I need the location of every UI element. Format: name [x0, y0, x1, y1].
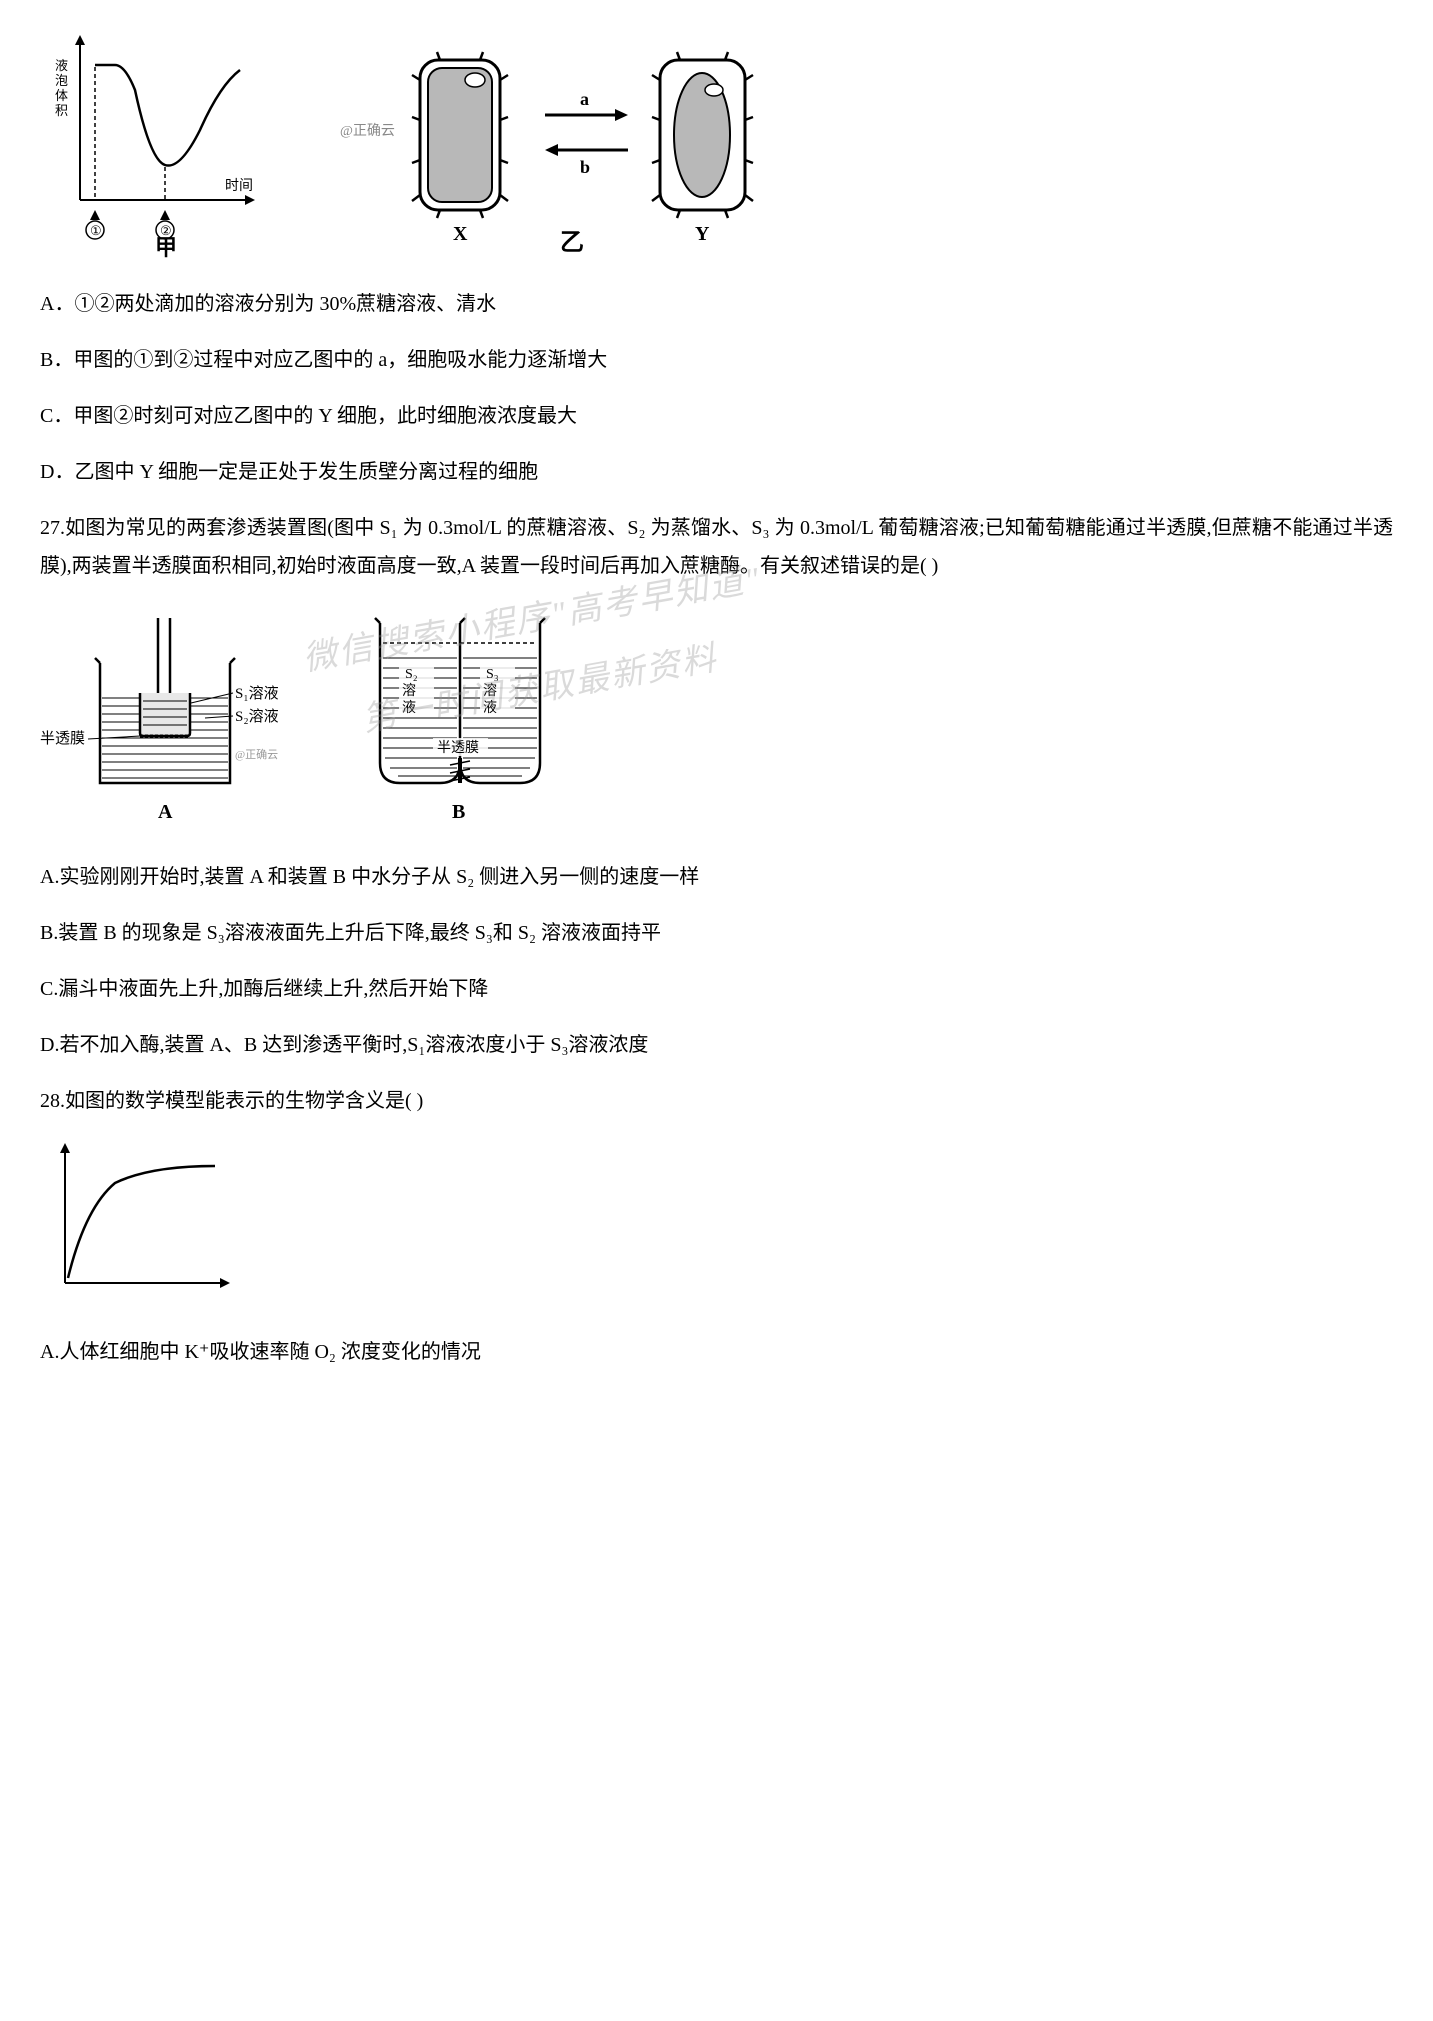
s2-char1: S₂ — [405, 667, 418, 682]
label-membrane-b: 半透膜 — [437, 740, 479, 756]
caption-yi: 乙 — [560, 230, 584, 256]
ylabel-char4: 积 — [55, 103, 68, 118]
q26-option-c: C．甲图②时刻可对应乙图中的 Y 细胞，此时细胞液浓度最大 — [40, 397, 1393, 435]
device-b-container: S₂ 溶 液 S₃ 溶 液 半透膜 B — [340, 603, 570, 833]
q26-option-b: B．甲图的①到②过程中对应乙图中的 a，细胞吸水能力逐渐增大 — [40, 341, 1393, 379]
s3-char1: S₃ — [486, 667, 499, 682]
q26-option-d: D．乙图中 Y 细胞一定是正处于发生质壁分离过程的细胞 — [40, 453, 1393, 491]
q27-option-d: D.若不加入酶,装置 A、B 达到渗透平衡时,S₁溶液浓度小于 S₃溶液浓度 — [40, 1026, 1393, 1064]
device-b-svg: S₂ 溶 液 S₃ 溶 液 半透膜 B — [340, 603, 570, 833]
wm-small: @正确云 — [235, 748, 278, 761]
label-y: Y — [695, 223, 710, 245]
cells-diagram: @正确云 X a b — [310, 30, 790, 260]
q26-option-a: A．①②两处滴加的溶液分别为 30%蔗糖溶液、清水 — [40, 285, 1393, 323]
caption-jia: 甲 — [155, 235, 177, 260]
q27-option-b: B.装置 B 的现象是 S₃溶液液面先上升后下降,最终 S₃和 S₂ 溶液液面持… — [40, 914, 1393, 952]
figure-row-q27: 微信搜索小程序"高考早知道" 第一时间获取最新资料 — [40, 603, 1393, 833]
curve-line — [95, 65, 240, 166]
label-s1: S₁溶液 — [235, 685, 279, 702]
graph-jia-container: 液 泡 体 积 时间 ① ② 甲 — [40, 30, 270, 260]
saturation-curve — [40, 1138, 240, 1308]
q28-option-a: A.人体红细胞中 K⁺吸收速率随 O₂ 浓度变化的情况 — [40, 1333, 1393, 1371]
device-a-container: S₁溶液 S₂溶液 半透膜 @正确云 A — [40, 603, 310, 833]
s2-char3: 液 — [402, 700, 416, 716]
label-s2: S₂溶液 — [235, 708, 279, 725]
ylabel-char3: 体 — [55, 88, 68, 103]
s3-char2: 溶 — [483, 683, 497, 699]
cells-container: @正确云 X a b — [310, 30, 790, 260]
s3-char3: 液 — [483, 700, 497, 716]
q27-option-a: A.实验刚刚开始时,装置 A 和装置 B 中水分子从 S₂ 侧进入另一侧的速度一… — [40, 858, 1393, 896]
q28-text: 28.如图的数学模型能表示的生物学含义是( ) — [40, 1082, 1393, 1120]
sat-curve — [68, 1166, 215, 1278]
xlabel: 时间 — [225, 178, 253, 194]
graph-jia: 液 泡 体 积 时间 ① ② 甲 — [40, 30, 270, 260]
figure-row-q28 — [40, 1138, 1393, 1308]
caption-b: B — [452, 801, 465, 823]
s2-char2: 溶 — [402, 683, 416, 699]
label-x: X — [453, 223, 468, 245]
arrow-a-label: a — [580, 89, 589, 109]
device-a-svg: S₁溶液 S₂溶液 半透膜 @正确云 A — [40, 603, 310, 833]
caption-a: A — [158, 801, 173, 823]
arrow-b-label: b — [580, 157, 590, 177]
arrows-ab: a b — [545, 89, 628, 177]
label-membrane-a: 半透膜 — [40, 730, 85, 747]
q27-option-c: C.漏斗中液面先上升,加酶后继续上升,然后开始下降 — [40, 970, 1393, 1008]
watermark-zq: @正确云 — [340, 123, 395, 139]
mark1: ① — [90, 223, 102, 238]
ylabel-char1: 液 — [55, 58, 68, 73]
cell-y — [652, 52, 753, 218]
ylabel-char2: 泡 — [55, 73, 68, 88]
q27-text: 27.如图为常见的两套渗透装置图(图中 S₁ 为 0.3mol/L 的蔗糖溶液、… — [40, 509, 1393, 585]
cell-x — [412, 52, 508, 218]
figure-row-q26: 液 泡 体 积 时间 ① ② 甲 @正确云 — [40, 30, 1393, 260]
